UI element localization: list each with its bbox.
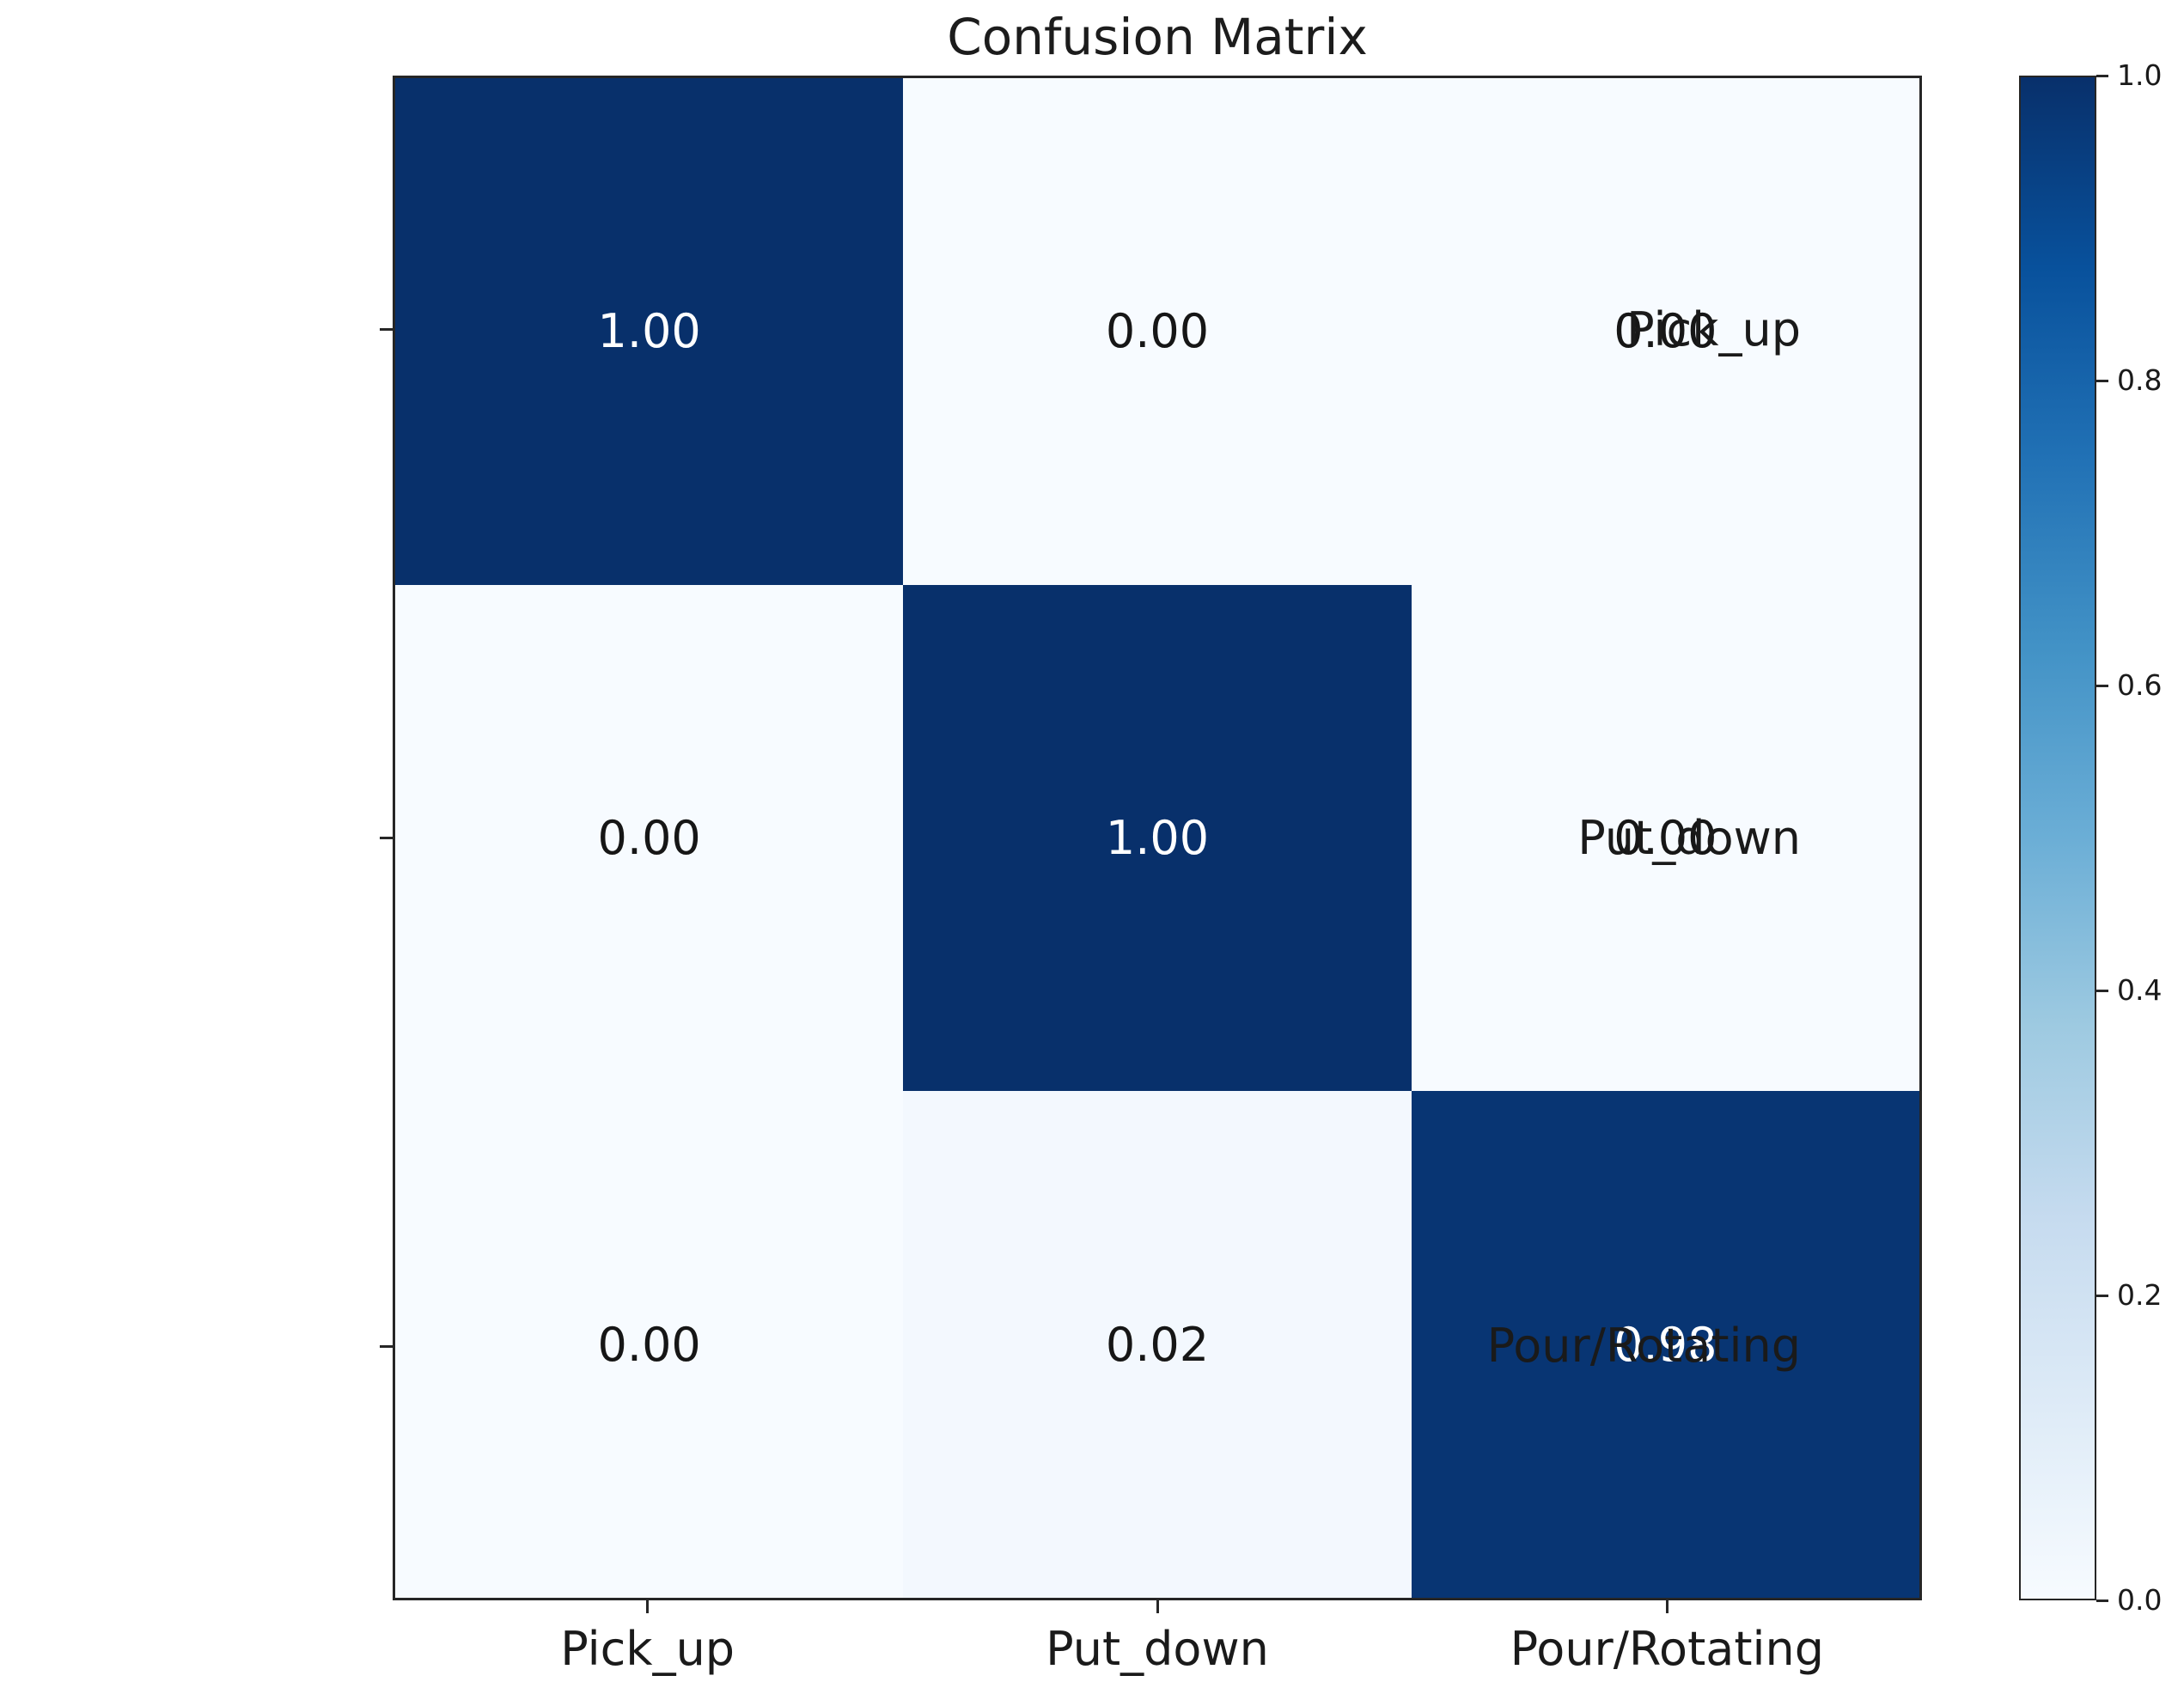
- y-tick-label: Pour/Rotating: [1486, 1319, 1801, 1374]
- heatmap-cell: 0.98: [1411, 1091, 1919, 1598]
- colorbar-tick-label: 0.2: [2117, 1278, 2163, 1312]
- colorbar-tick: [2096, 684, 2108, 687]
- colorbar-tick-label: 0.6: [2117, 668, 2163, 702]
- heatmap-cell: 0.02: [903, 1091, 1412, 1598]
- y-tick-label: Put_down: [1577, 810, 1801, 865]
- heatmap-cell: 0.00: [395, 584, 904, 1092]
- y-tick: [380, 328, 393, 332]
- colorbar-tick-label: 0.8: [2117, 363, 2163, 397]
- y-tick-label: Pick_up: [1626, 302, 1801, 356]
- y-tick: [380, 1344, 393, 1348]
- colorbar-tick: [2096, 74, 2108, 77]
- x-tick-label: Pour/Rotating: [1510, 1622, 1825, 1676]
- x-tick: [1665, 1600, 1669, 1613]
- heatmap-cell: 0.00: [903, 78, 1412, 585]
- colorbar-tick: [2096, 379, 2108, 382]
- colorbar: [2019, 76, 2096, 1600]
- x-tick-label: Pick_up: [560, 1622, 735, 1676]
- heatmap-cell: 1.00: [903, 584, 1412, 1092]
- colorbar-tick-label: 0.0: [2117, 1583, 2163, 1617]
- x-tick-label: Put_down: [1046, 1622, 1269, 1676]
- heatmap-cell: 0.00: [1411, 584, 1919, 1092]
- x-tick: [646, 1600, 650, 1613]
- colorbar-tick-label: 1.0: [2117, 58, 2163, 92]
- heatmap-cell: 0.00: [395, 1091, 904, 1598]
- colorbar-tick: [2096, 989, 2108, 992]
- colorbar-tick-label: 0.4: [2117, 973, 2163, 1007]
- heatmap-cell: 1.00: [395, 78, 904, 585]
- colorbar-tick: [2096, 1599, 2108, 1602]
- y-tick: [380, 837, 393, 839]
- colorbar-tick: [2096, 1294, 2108, 1297]
- heatmap-grid: 1.00 0.00 0.00 0.00 1.00 0.00 0.00 0.02 0.98: [393, 76, 1922, 1600]
- chart-title: Confusion Matrix: [947, 8, 1368, 66]
- x-tick: [1156, 1600, 1159, 1613]
- heatmap-cell: 0.00: [1411, 78, 1919, 585]
